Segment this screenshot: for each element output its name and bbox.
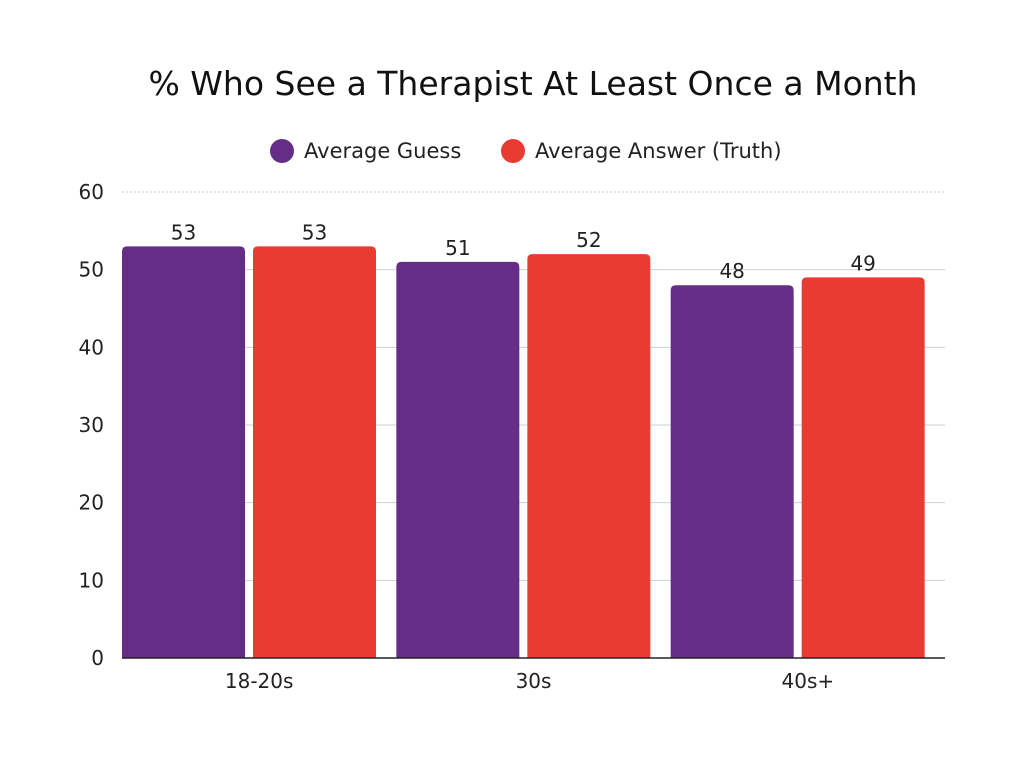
y-tick-label: 60 [79,180,104,204]
y-tick-label: 0 [91,646,104,670]
legend-label-truth: Average Answer (Truth) [535,139,782,163]
x-tick-label: 30s [516,669,552,693]
data-label: 52 [576,228,601,252]
bar-guess [396,261,520,658]
x-tick-label: 40s+ [782,669,835,693]
bar-guess [670,285,794,658]
chart-title: % Who See a Therapist At Least Once a Mo… [148,64,918,103]
legend-label-guess: Average Guess [304,139,462,163]
y-tick-label: 50 [79,258,104,282]
bar-truth [253,246,376,658]
legend-item-truth: Average Answer (Truth) [501,136,782,166]
data-label: 53 [302,220,327,244]
bar-truth [801,277,925,658]
y-tick-label: 10 [79,568,104,592]
bar-truth [527,254,651,658]
data-label: 48 [719,259,744,283]
legend-swatch-truth [501,139,525,163]
legend-swatch-guess [270,139,294,163]
bar-guess [122,246,245,658]
x-tick-label: 18-20s [225,669,294,693]
data-label: 51 [445,236,470,260]
y-tick-label: 30 [79,413,104,437]
data-label: 49 [850,251,875,275]
y-tick-label: 40 [79,335,104,359]
legend-item-guess: Average Guess [270,136,461,166]
data-label: 53 [171,220,196,244]
y-tick-label: 20 [79,491,104,515]
